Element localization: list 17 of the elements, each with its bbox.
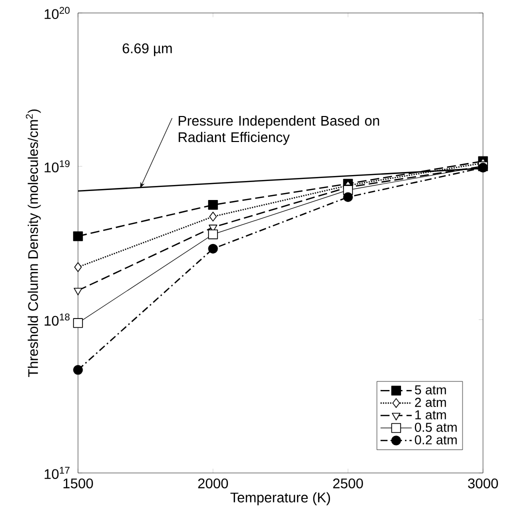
y-tick-label: 10$^{18}$ bbox=[44, 314, 70, 326]
x-tick-label: 3000 bbox=[468, 478, 498, 488]
annotation: 6.69 µm bbox=[122, 43, 172, 56]
y-axis-title: Threshold Column Density (molecules/cm$^{2}$) bbox=[26, 109, 41, 377]
legend-label: 0.5 atm bbox=[414, 422, 457, 432]
y-tick-label: 10$^{17}$ bbox=[44, 466, 70, 479]
y-tick-label: 10$^{19}$ bbox=[44, 160, 70, 172]
legend-label: 2 atm bbox=[415, 398, 446, 407]
x-axis-title: Temperature (K) bbox=[230, 492, 330, 506]
x-tick-label: 1500 bbox=[64, 478, 93, 488]
y-tick-label: 10$^{20}$ bbox=[44, 6, 70, 20]
legend-label: 1 atm bbox=[415, 410, 446, 420]
x-tick-label: 2000 bbox=[198, 478, 228, 488]
legend-label: 0.2 atm bbox=[414, 435, 457, 444]
legend-label: 5 atm bbox=[414, 385, 446, 394]
annotation: Pressure Independent Based on Radiant Efficiency bbox=[178, 115, 380, 145]
x-tick-label: 2500 bbox=[333, 478, 363, 488]
